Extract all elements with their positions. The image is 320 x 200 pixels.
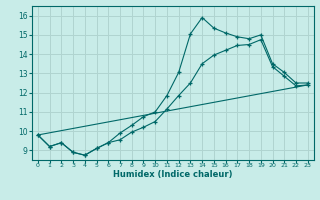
X-axis label: Humidex (Indice chaleur): Humidex (Indice chaleur) bbox=[113, 170, 233, 179]
